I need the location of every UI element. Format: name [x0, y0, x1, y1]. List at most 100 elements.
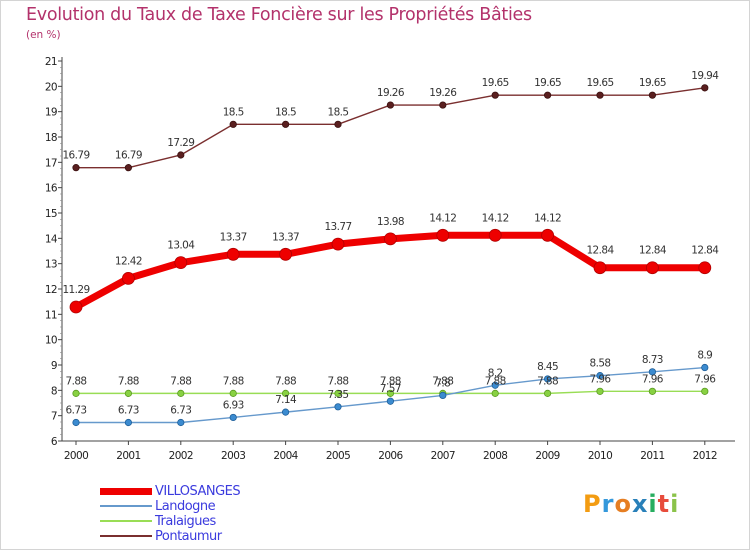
x-tick-label: 2000: [64, 450, 88, 462]
y-tick-label: 21: [45, 56, 57, 68]
data-label-landogne: 8.45: [537, 361, 558, 373]
data-point-villosanges: [121, 271, 135, 285]
chart-title: Evolution du Taux de Taxe Foncière sur l…: [26, 5, 532, 25]
logo-letter: x: [631, 490, 649, 518]
data-label-tralaigues: 7.96: [694, 373, 716, 385]
data-point-landogne: [648, 368, 657, 376]
data-label-villosanges: 14.12: [429, 212, 456, 224]
axes: 6 7 8 9 10 11 12 13 14 15 16 17 18 19 20 21 2000 2001 2002…: [45, 56, 735, 462]
data-point-landogne: [543, 375, 552, 383]
data-label-tralaigues: 7.88: [537, 375, 558, 387]
data-label-villosanges: 13.04: [167, 240, 195, 252]
data-label-pontaumur: 18.5: [275, 106, 296, 118]
data-label-tralaigues: 7.88: [275, 375, 296, 387]
data-label-tralaigues: 7.88: [485, 375, 506, 387]
logo-letter: i: [670, 490, 680, 518]
data-label-pontaumur: 19.65: [482, 77, 509, 89]
data-label-pontaumur: 18.5: [223, 106, 244, 118]
y-tick-label: 20: [45, 81, 57, 93]
data-point-villosanges: [226, 247, 240, 261]
data-point-landogne: [439, 391, 447, 399]
data-point-villosanges: [174, 256, 188, 270]
legend-label: Tralaigues: [155, 514, 216, 529]
data-point-pontaumur: [124, 164, 132, 172]
x-tick-label: 2004: [273, 450, 298, 462]
data-label-villosanges: 11.29: [62, 284, 89, 296]
legend-swatch: [100, 535, 152, 537]
data-label-pontaumur: 19.26: [429, 87, 457, 99]
data-label-tralaigues: 7.88: [432, 375, 453, 387]
data-label-villosanges: 12.42: [115, 255, 142, 267]
data-point-tralaigues: [648, 387, 657, 395]
data-label-pontaumur: 16.79: [115, 150, 142, 162]
data-point-pontaumur: [439, 101, 447, 109]
data-label-landogne: 8.2: [488, 367, 503, 379]
y-axis-unit: (en %): [26, 29, 61, 41]
data-label-tralaigues: 7.88: [118, 375, 139, 387]
data-point-villosanges: [436, 228, 450, 242]
legend-swatch: [100, 488, 152, 495]
data-label-landogne: 6.73: [170, 405, 191, 417]
x-tick-label: 2011: [640, 450, 664, 462]
data-point-tralaigues: [334, 389, 342, 397]
data-label-pontaumur: 19.65: [639, 77, 666, 89]
data-label-pontaumur: 17.29: [167, 137, 194, 149]
data-label-landogne: 7.57: [380, 383, 401, 395]
data-point-landogne: [701, 363, 709, 372]
x-tick-label: 2005: [326, 450, 350, 462]
logo-letter: r: [601, 490, 615, 518]
data-label-tralaigues: 7.96: [642, 373, 664, 385]
data-point-pontaumur: [491, 91, 499, 99]
data-label-tralaigues: 7.88: [223, 375, 244, 387]
data-label-landogne: 7.35: [328, 389, 349, 401]
data-label-landogne: 8.73: [642, 354, 663, 366]
y-tick-label: 18: [45, 132, 57, 144]
data-point-pontaumur: [229, 120, 237, 128]
data-label-pontaumur: 19.65: [586, 77, 613, 89]
data-point-pontaumur: [177, 151, 185, 159]
data-label-tralaigues: 7.88: [328, 375, 349, 387]
y-tick-label: 13: [45, 259, 57, 271]
data-label-landogne: 7.14: [275, 394, 297, 406]
y-tick-label: 12: [45, 284, 57, 296]
y-tick-label: 16: [45, 183, 58, 195]
data-label-tralaigues: 7.88: [66, 375, 87, 387]
x-tick-label: 2003: [221, 450, 245, 462]
data-point-landogne: [386, 397, 394, 405]
data-point-pontaumur: [386, 101, 394, 109]
data-label-villosanges: 14.12: [482, 212, 509, 224]
data-point-landogne: [596, 372, 604, 380]
y-tick-label: 11: [45, 309, 57, 321]
series-layer: [69, 84, 712, 427]
data-point-tralaigues: [72, 389, 80, 397]
data-point-pontaumur: [72, 164, 80, 172]
data-point-tralaigues: [177, 389, 185, 397]
data-label-landogne: 8.9: [697, 350, 712, 362]
x-tick-label: 2002: [169, 450, 193, 462]
data-point-pontaumur: [334, 120, 342, 128]
logo-letter: i: [648, 490, 658, 518]
data-point-landogne: [229, 413, 237, 422]
data-point-villosanges: [383, 232, 397, 246]
data-point-tralaigues: [386, 389, 394, 397]
legend-label: Pontaumur: [155, 529, 222, 544]
data-point-villosanges: [541, 228, 554, 242]
data-point-tralaigues: [491, 389, 499, 397]
data-label-tralaigues: 7.88: [380, 375, 401, 387]
data-point-villosanges: [593, 261, 607, 275]
data-point-villosanges: [69, 300, 83, 314]
data-point-villosanges: [698, 261, 712, 275]
data-point-pontaumur: [543, 91, 552, 99]
data-point-tralaigues: [596, 387, 604, 395]
data-point-tralaigues: [229, 389, 237, 397]
logo-letter: t: [657, 490, 671, 518]
data-point-villosanges: [488, 228, 502, 242]
data-label-villosanges: 12.84: [586, 245, 614, 257]
data-label-villosanges: 14.12: [534, 212, 561, 224]
data-label-villosanges: 12.84: [691, 245, 719, 257]
data-point-pontaumur: [648, 91, 657, 99]
x-tick-label: 2010: [588, 450, 612, 462]
x-tick-label: 2006: [378, 450, 403, 462]
data-point-tralaigues: [543, 389, 552, 397]
